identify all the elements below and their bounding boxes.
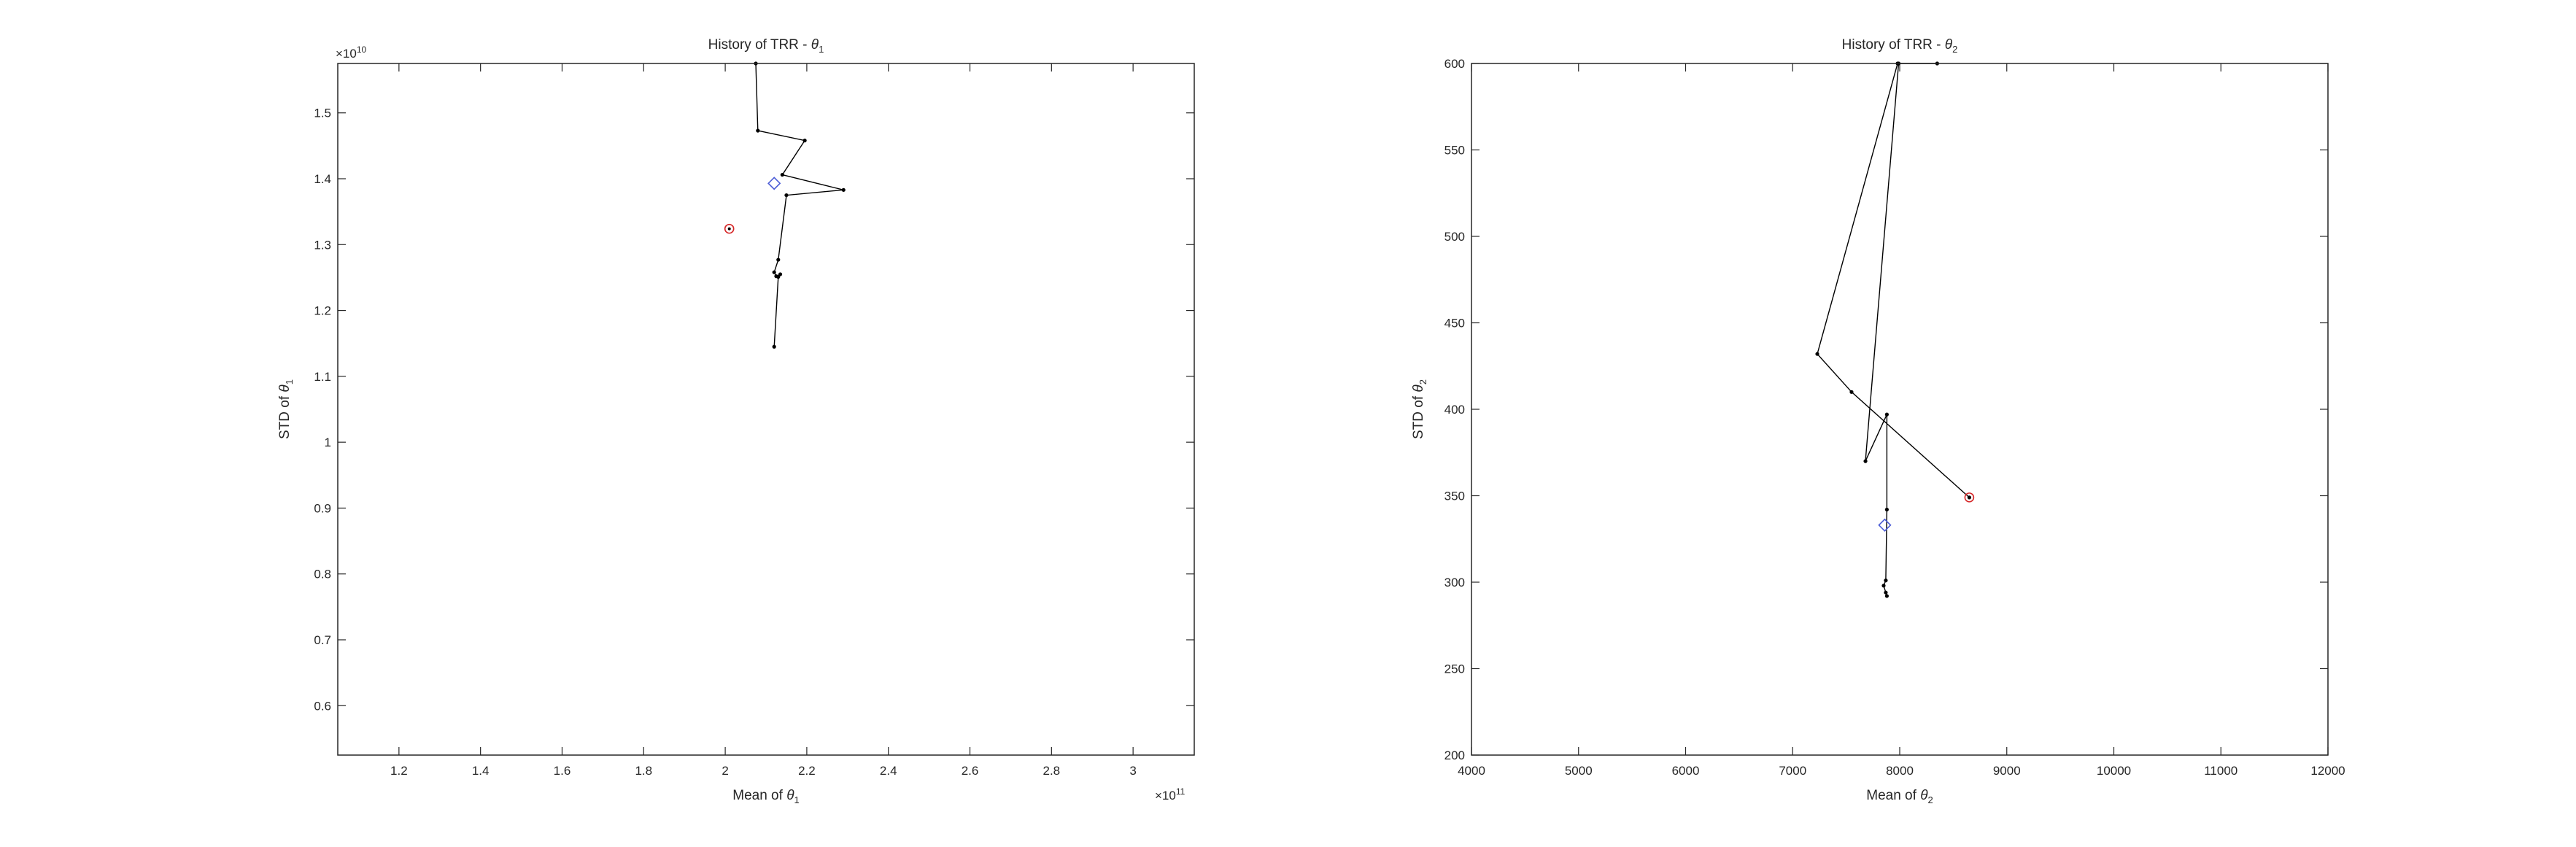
x-tick-label: 1.8: [635, 764, 652, 778]
y-tick-label: 1.2: [314, 304, 331, 318]
x-axis-label: Mean of θ1: [732, 788, 799, 805]
history-point: [802, 139, 807, 143]
y-axis-label: STD of θ2: [1411, 379, 1428, 439]
history-point: [841, 187, 846, 192]
history-point: [1884, 594, 1889, 598]
x-tick-label: 5000: [1565, 764, 1593, 778]
y-tick-label: 400: [1444, 403, 1465, 417]
x-tick-label: 1.4: [472, 764, 490, 778]
history-point: [1815, 352, 1819, 356]
history-point: [1884, 412, 1889, 417]
y-tick-label: 550: [1444, 144, 1465, 158]
mean-marker: [767, 177, 781, 190]
y-tick-label: 1.3: [314, 238, 331, 252]
x-tick-label: 1.2: [390, 764, 408, 778]
x-tick-label: 1.6: [554, 764, 571, 778]
history-point: [1849, 390, 1854, 394]
history-point: [780, 172, 784, 177]
history-point: [1884, 590, 1888, 595]
y-tick-label: 1: [325, 436, 331, 449]
y-tick-label: 250: [1444, 662, 1465, 676]
x-tick-label: 2: [722, 764, 728, 778]
history-point: [1881, 584, 1886, 588]
y-tick-label: 350: [1444, 490, 1465, 503]
y-tick-label: 300: [1444, 576, 1465, 589]
start-marker: [1964, 492, 1975, 503]
x-exponent-label: ×1011: [1155, 786, 1185, 802]
x-tick-label: 3: [1129, 764, 1136, 778]
history-point: [784, 193, 789, 198]
y-tick-label: 0.9: [314, 501, 331, 515]
y-axis-label: STD of θ1: [277, 379, 295, 439]
history-point: [1884, 579, 1888, 583]
x-tick-label: 12000: [2310, 764, 2345, 778]
x-tick-label: 6000: [1672, 764, 1700, 778]
history-point: [756, 128, 760, 133]
x-tick-label: 7000: [1779, 764, 1806, 778]
x-tick-label: 4000: [1458, 764, 1485, 778]
history-point: [778, 272, 783, 276]
y-tick-label: 0.8: [314, 568, 331, 581]
ticks-layer: 4000 5000 6000 7000 8000 9000 10000 11000 12000 2…: [1444, 57, 2345, 778]
y-tick-label: 1.1: [314, 370, 331, 384]
history-point: [772, 270, 776, 274]
start-marker-dot: [727, 227, 731, 231]
y-tick-label: 500: [1444, 230, 1465, 244]
x-tick-label: 10000: [2097, 764, 2131, 778]
ticks-layer: 1.2 1.4 1.6 1.8 2 2.2 2.4 2.6 2.8 3 0.6 0.7 0.8 0.9 1 1…: [314, 63, 1194, 778]
mean-marker: [1878, 518, 1892, 532]
axes-box: [337, 63, 1195, 756]
start-marker: [724, 223, 735, 234]
x-tick-label: 2.8: [1043, 764, 1061, 778]
history-point: [772, 344, 776, 349]
plot-title: History of TRR - θ1: [708, 37, 824, 55]
x-tick-label: 2.6: [962, 764, 979, 778]
x-tick-label: 2.4: [880, 764, 897, 778]
y-exponent-label: ×1010: [336, 45, 367, 61]
history-point: [1884, 507, 1889, 512]
history-point: [776, 258, 781, 262]
marks-layer: [1815, 61, 1975, 598]
marks-layer: [724, 61, 846, 349]
y-tick-label: 450: [1444, 317, 1465, 330]
plot-theta2: History of TRR - θ2 4000 5000 6000 7000 8000…: [1411, 37, 2345, 805]
x-tick-label: 11000: [2204, 764, 2237, 778]
plot-title: History of TRR - θ2: [1842, 37, 1958, 55]
y-tick-label: 1.5: [314, 107, 331, 120]
start-marker-dot: [1968, 495, 1971, 499]
history-point: [776, 274, 781, 279]
x-tick-label: 8000: [1886, 764, 1914, 778]
x-tick-label: 2.2: [798, 764, 816, 778]
y-tick-label: 0.7: [314, 633, 331, 647]
y-tick-label: 1.4: [314, 172, 331, 186]
x-tick-label: 9000: [1993, 764, 2021, 778]
y-tick-label: 200: [1444, 749, 1465, 762]
plot-theta1: History of TRR - θ1 1.2 1.4 1.6 1.8 2 2.2 2.4 2…: [277, 37, 1195, 805]
axes-box: [1471, 63, 2329, 756]
y-tick-label: 0.6: [314, 699, 331, 713]
x-axis-label: Mean of θ2: [1866, 788, 1933, 805]
history-point: [1863, 459, 1868, 463]
y-tick-label: 600: [1444, 57, 1465, 71]
